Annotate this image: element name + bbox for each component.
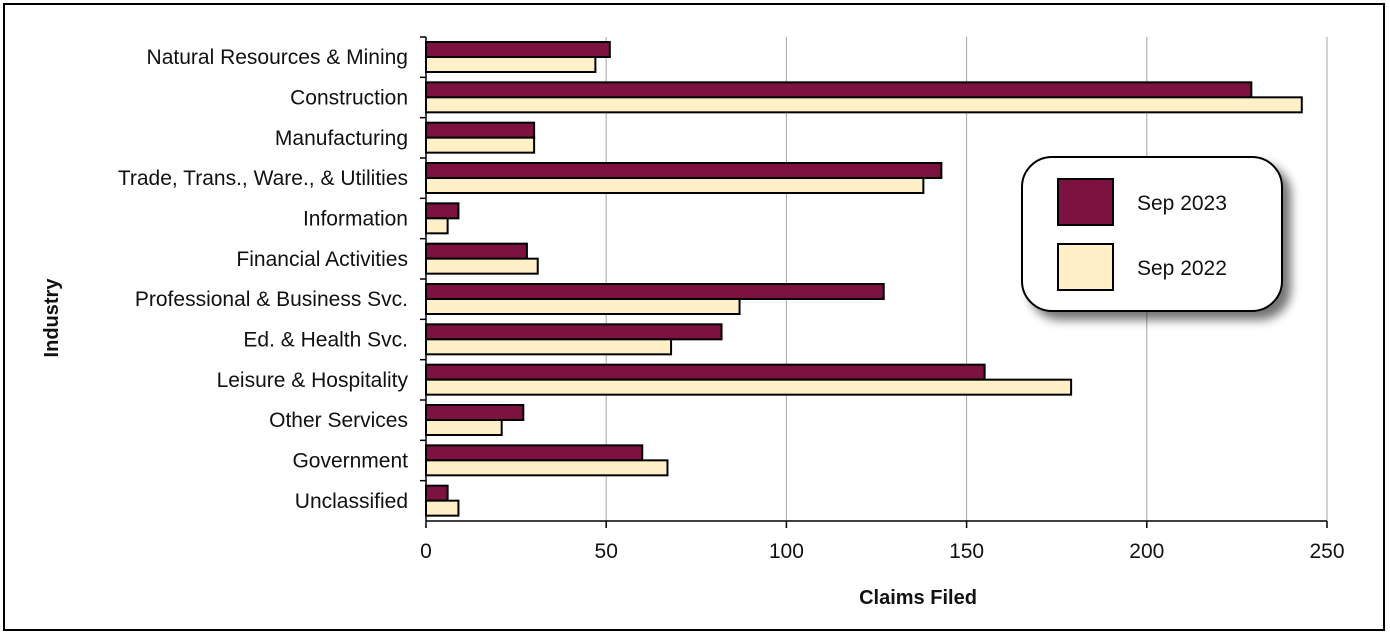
category-label: Professional & Business Svc. bbox=[135, 288, 408, 311]
category-label: Government bbox=[292, 450, 408, 473]
bar-sep-2023 bbox=[425, 202, 460, 220]
category-labels: Natural Resources & Mining Construction Ma… bbox=[118, 46, 409, 513]
bar-sep-2023 bbox=[425, 242, 528, 260]
x-tick-label: 150 bbox=[949, 540, 984, 563]
bar-sep-2022 bbox=[425, 338, 673, 356]
bar-sep-2023 bbox=[425, 484, 449, 502]
bar-sep-2022 bbox=[425, 217, 449, 235]
x-tick-label: 50 bbox=[595, 540, 618, 563]
legend-swatch-sep-2023 bbox=[1057, 178, 1114, 226]
x-tick-label: 250 bbox=[1309, 540, 1344, 563]
bar-sep-2022 bbox=[425, 378, 1073, 396]
bar-sep-2022 bbox=[425, 177, 925, 194]
category-label: Construction bbox=[290, 87, 408, 110]
x-tick-label: 200 bbox=[1129, 540, 1164, 563]
bar-sep-2023 bbox=[425, 121, 536, 139]
bar-sep-2023 bbox=[425, 444, 644, 462]
bars bbox=[425, 41, 1303, 517]
x-tick-labels: 0 50 100 150 200 250 bbox=[420, 540, 1344, 563]
bar-sep-2023 bbox=[425, 81, 1253, 99]
category-label: Manufacturing bbox=[275, 127, 408, 150]
bar-sep-2023 bbox=[425, 283, 885, 300]
bar-sep-2022 bbox=[425, 56, 597, 73]
x-tick-label: 0 bbox=[420, 540, 432, 563]
bar-sep-2022 bbox=[425, 419, 503, 436]
legend-label-sep-2022: Sep 2022 bbox=[1137, 257, 1227, 280]
bar-sep-2022 bbox=[425, 459, 669, 477]
bar-sep-2023 bbox=[425, 404, 525, 421]
category-label: Ed. & Health Svc. bbox=[243, 329, 408, 352]
category-label: Information bbox=[303, 208, 408, 231]
bar-sep-2022 bbox=[425, 499, 460, 517]
bar-sep-2023 bbox=[425, 41, 611, 58]
bar-sep-2023 bbox=[425, 323, 723, 341]
axes bbox=[420, 36, 1328, 528]
x-axis-title: Claims Filed bbox=[859, 587, 977, 609]
category-label: Trade, Trans., Ware., & Utilities bbox=[118, 167, 408, 190]
gridlines bbox=[605, 37, 1328, 521]
bar-sep-2023 bbox=[425, 363, 986, 381]
category-label: Natural Resources & Mining bbox=[147, 46, 408, 69]
y-axis-title: Industry bbox=[41, 278, 63, 358]
legend-swatch-sep-2022 bbox=[1057, 243, 1114, 291]
legend-label-sep-2023: Sep 2023 bbox=[1137, 192, 1227, 215]
bar-sep-2023 bbox=[425, 162, 943, 179]
bar-sep-2022 bbox=[425, 136, 536, 154]
legend: Sep 2023 Sep 2022 bbox=[1021, 156, 1283, 312]
category-label: Other Services bbox=[269, 409, 408, 432]
category-label: Leisure & Hospitality bbox=[217, 369, 409, 392]
bar-sep-2022 bbox=[425, 257, 539, 275]
bar-sep-2022 bbox=[425, 298, 741, 315]
category-label: Unclassified bbox=[295, 490, 408, 513]
category-label: Financial Activities bbox=[236, 248, 408, 271]
bar-sep-2022 bbox=[425, 96, 1303, 114]
x-tick-label: 100 bbox=[769, 540, 804, 563]
